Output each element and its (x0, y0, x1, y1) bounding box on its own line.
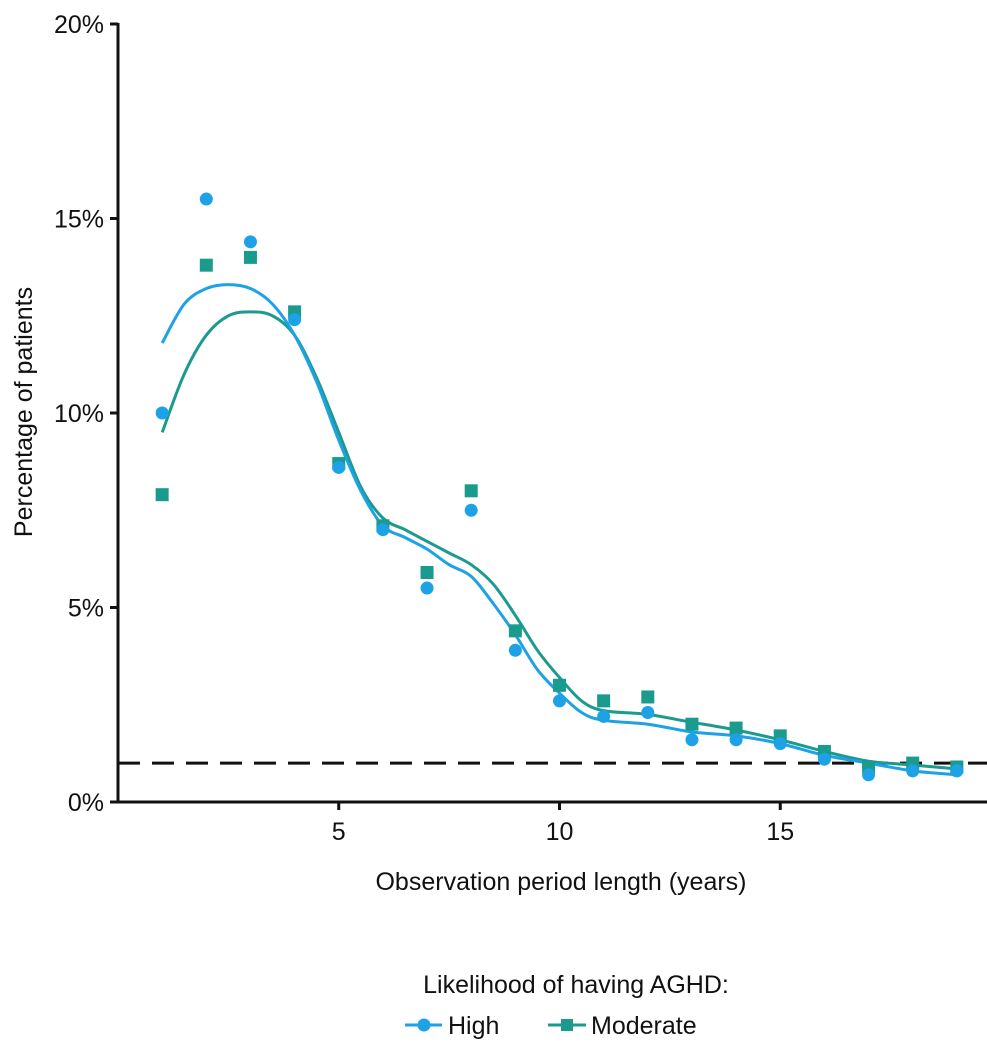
point-moderate (420, 565, 434, 579)
point-high (508, 643, 522, 657)
point-high (685, 733, 699, 747)
point-high (773, 737, 787, 751)
point-high (641, 706, 655, 720)
point-moderate (243, 250, 257, 264)
point-high (420, 581, 434, 595)
trend-line-high (160, 283, 958, 777)
legend-marker-high (417, 1018, 431, 1032)
point-high (288, 313, 302, 327)
legend-title: Likelihood of having AGHD: (423, 971, 729, 999)
y-tick-label: 20% (54, 11, 104, 39)
legend-item-high: High (405, 1012, 499, 1040)
y-axis-ticks: 0% 5% 10% 15% 20% (54, 11, 118, 817)
y-tick-label: 10% (54, 400, 104, 428)
point-high (862, 768, 876, 782)
y-tick-label: 15% (54, 206, 104, 234)
trend-line-moderate (160, 310, 958, 771)
point-high (597, 709, 611, 723)
point-high (817, 752, 831, 766)
plot-area: 0% 5% 10% 15% 20% 5 10 15 (54, 11, 987, 846)
legend-marker-moderate (561, 1019, 573, 1031)
point-high (376, 523, 390, 537)
point-high (332, 460, 346, 474)
legend-label-high: High (448, 1012, 499, 1040)
point-high (155, 406, 169, 420)
point-high (950, 764, 964, 778)
trend-lines (160, 283, 958, 777)
point-moderate (508, 624, 522, 638)
point-moderate (553, 678, 566, 692)
point-moderate (199, 258, 213, 272)
legend: Likelihood of having AGHD: High Moderate (405, 971, 729, 1040)
point-moderate (641, 690, 655, 704)
x-tick-label: 5 (332, 818, 346, 846)
point-high (243, 235, 257, 249)
legend-item-moderate: Moderate (548, 1012, 697, 1040)
point-moderate (597, 694, 611, 708)
point-moderate (464, 484, 478, 498)
point-high (906, 764, 920, 778)
x-tick-label: 10 (546, 818, 574, 846)
legend-label-moderate: Moderate (591, 1012, 697, 1040)
data-markers (155, 192, 964, 782)
point-high (199, 192, 213, 206)
x-axis-ticks: 5 10 15 (332, 802, 794, 846)
y-tick-label: 0% (68, 789, 104, 817)
point-high (729, 733, 743, 747)
point-moderate (729, 721, 743, 735)
point-moderate (685, 717, 699, 731)
point-high (553, 694, 566, 708)
x-axis-label: Observation period length (years) (375, 868, 746, 896)
point-high (464, 503, 478, 517)
y-axis-label: Percentage of patients (10, 287, 38, 537)
point-moderate (155, 488, 169, 502)
x-tick-label: 15 (766, 818, 794, 846)
y-tick-label: 5% (68, 595, 104, 623)
